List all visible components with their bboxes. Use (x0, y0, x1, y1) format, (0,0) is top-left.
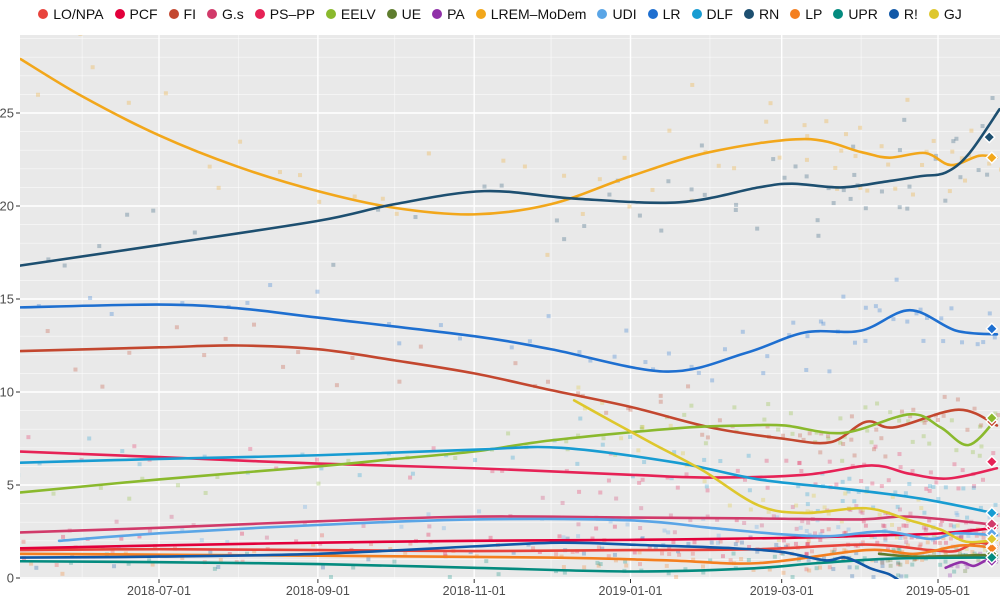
plot-panel-background (20, 35, 1000, 579)
trend-line-lrem-modem (20, 57, 999, 216)
end-marker-ps-pp (985, 455, 999, 469)
legend-label: PA (447, 5, 465, 22)
x-tick-label: 2019-03-01 (750, 584, 814, 598)
end-markers (982, 130, 999, 568)
legend-item-rn: RN (743, 5, 780, 22)
trend-line-rn (20, 107, 1000, 267)
legend-item-r-: R! (888, 5, 918, 22)
x-tick-label: 2018-09-01 (286, 584, 350, 598)
legend-color-dot (325, 8, 336, 19)
legend-item-pa: PA (432, 7, 465, 21)
legend-label: R! (903, 5, 918, 22)
trend-line-ue (877, 552, 999, 558)
end-marker-upr (985, 551, 999, 565)
legend-color-dot (386, 8, 397, 19)
trend-line-udi (57, 517, 999, 543)
legend-color-dot (647, 8, 658, 19)
legend-color-dot (597, 8, 608, 19)
chart-legend: LO/NPA PCF FI G.s PS–PP EELV UE PA LREM–MoDem UDI… (0, 0, 1000, 27)
trend-line-dlf (20, 445, 999, 516)
legend-label: FI (183, 5, 196, 22)
legend-label: GJ (943, 5, 962, 22)
legend-item-eelv: EELV (325, 5, 376, 22)
trend-line-pcf (20, 526, 999, 550)
legend-item-gj: GJ (928, 5, 962, 22)
legend-color-dot (833, 8, 844, 19)
legend-item-g-s: G.s (206, 5, 244, 22)
legend-color-dot (691, 8, 702, 19)
trend-line-eelv (20, 413, 999, 494)
legend-color-dot (38, 8, 49, 19)
y-tick-label: 10 (0, 385, 14, 400)
legend-label: LO/NPA (53, 5, 104, 22)
legend-item-lp: LP (790, 7, 822, 21)
y-tick-label: 15 (0, 292, 14, 307)
trend-line-ps-pp (20, 450, 999, 480)
legend-color-dot (743, 8, 754, 19)
legend-color-dot (888, 8, 899, 19)
end-marker-dlf (985, 506, 999, 520)
legend-label: LREM–MoDem (490, 5, 587, 22)
legend-item-pcf: PCF (114, 5, 158, 22)
end-marker-rn (982, 130, 996, 144)
legend-label: RN (758, 5, 780, 22)
legend-item-lo-npa: LO/NPA (38, 5, 104, 22)
x-tick-label: 2019-01-01 (599, 584, 663, 598)
trend-lines (20, 57, 1000, 579)
legend-color-dot (206, 8, 217, 19)
legend-label: DLF (706, 5, 733, 22)
legend-item-fi: FI (168, 5, 196, 22)
legend-label: UE (401, 5, 422, 22)
legend-item-upr: UPR (833, 7, 878, 21)
end-marker-lrem-modem (985, 151, 999, 165)
end-marker-lr (985, 322, 999, 336)
legend-label: PCF (129, 5, 158, 22)
legend-label: EELV (340, 5, 376, 22)
legend-item-ue: UE (386, 5, 422, 22)
axes: 0 5 10 15 20 25 2018-07-01 2018-09-01 2018-11-01… (0, 106, 970, 599)
legend-label: PS–PP (269, 5, 315, 22)
x-tick-label: 2019-05-01 (906, 584, 970, 598)
trend-line-lo-npa (20, 541, 999, 553)
legend-item-ps-pp: PS–PP (254, 5, 315, 22)
end-marker-eelv (985, 411, 999, 425)
legend-label: LP (805, 5, 823, 22)
legend-color-dot (432, 8, 443, 19)
trend-line-r- (20, 541, 900, 579)
legend-label: G.s (221, 5, 244, 22)
legend-label: UDI (612, 5, 637, 22)
trend-line-g-s (20, 515, 999, 534)
y-tick-label: 5 (7, 478, 14, 493)
legend-label: UPR (848, 5, 878, 22)
y-tick-label: 0 (7, 571, 14, 586)
trend-line-gj (572, 399, 999, 544)
legend-item-udi: UDI (597, 5, 637, 22)
legend-color-dot (168, 8, 179, 19)
y-tick-label: 20 (0, 199, 14, 214)
legend-color-dot (475, 8, 486, 19)
legend-item-lrem-modem: LREM–MoDem (475, 5, 587, 22)
legend-item-dlf: DLF (691, 5, 733, 22)
x-tick-label: 2018-07-01 (127, 584, 191, 598)
legend-color-dot (928, 8, 939, 19)
legend-color-dot (254, 8, 265, 19)
legend-label: LR (662, 5, 681, 22)
x-tick-label: 2018-11-01 (443, 584, 506, 598)
legend-color-dot (790, 8, 801, 19)
y-tick-label: 25 (0, 106, 14, 121)
end-marker-gj (985, 532, 999, 546)
legend-color-dot (114, 8, 125, 19)
legend-item-lr: LR (647, 5, 681, 22)
trend-line-fi (20, 344, 999, 445)
trend-line-lr (20, 303, 999, 373)
